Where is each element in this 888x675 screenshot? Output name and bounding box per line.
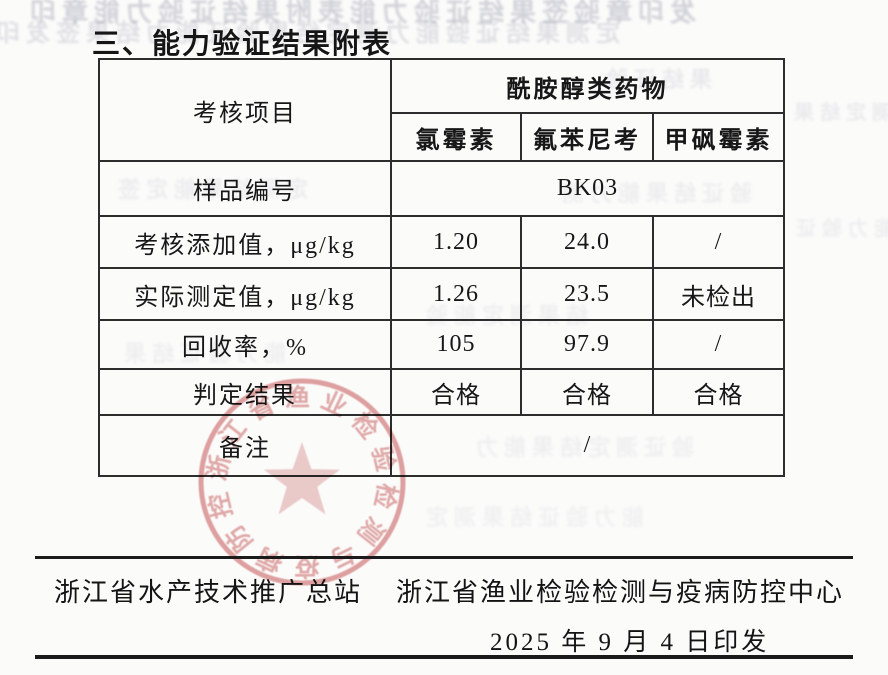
table-row-measured-value: 实际测定值，μg/kg 1.26 23.5 未检出 — [98, 267, 786, 321]
cell-value: / — [651, 215, 786, 269]
remarks-value: / — [389, 414, 786, 477]
cell-value: 24.0 — [520, 215, 654, 269]
table-row-column-header: 氯霉素 氟苯尼考 甲砜霉素 — [99, 112, 786, 162]
table-row-group-header: 考核项目 酰胺醇类药物 — [98, 58, 786, 162]
cell-value: 1.20 — [390, 215, 522, 269]
table-row-remarks: 备注 / — [98, 414, 786, 477]
issue-date: 2025 年 9 月 4 日印发 — [490, 629, 770, 656]
footer-divider-top — [35, 556, 853, 559]
header-drug-group: 酰胺醇类药物 — [389, 58, 786, 114]
cell-value: 合格 — [520, 368, 654, 416]
footer-divider-bottom — [35, 655, 853, 659]
column-header-chloramphenicol: 氯霉素 — [390, 112, 522, 162]
section-title: 三、能力验证结果附表 — [92, 28, 393, 59]
sample-id-value: BK03 — [389, 160, 786, 217]
cell-value: 105 — [390, 319, 522, 370]
cell-value: 97.9 — [520, 319, 654, 370]
row-label: 备注 — [98, 414, 392, 477]
bleedthrough-text: 能力验证 — [790, 218, 888, 240]
row-label: 判定结果 — [98, 368, 392, 416]
row-label: 实际测定值，μg/kg — [98, 267, 392, 321]
org-left: 浙江省水产技术推广总站 — [54, 578, 363, 607]
cell-value: / — [651, 319, 786, 370]
table-row-spiked-value: 考核添加值，μg/kg 1.20 24.0 / — [98, 215, 786, 269]
column-header-florfenicol: 氟苯尼考 — [520, 112, 654, 162]
header-item-label: 考核项目 — [98, 58, 392, 162]
bleedthrough-text: 测定结果 — [788, 102, 888, 124]
table-row-judgement: 判定结果 合格 合格 合格 — [98, 368, 786, 416]
cell-value: 1.26 — [390, 267, 522, 321]
table-row-sample-id: 样品编号 BK03 — [98, 160, 786, 217]
results-table: 考核项目 酰胺醇类药物 氯霉素 氟苯尼考 甲砜霉素 样品编号 BK03 考核添加… — [98, 58, 786, 477]
cell-value: 合格 — [390, 368, 522, 416]
cell-value: 23.5 — [520, 267, 654, 321]
issuing-organizations: 浙江省水产技术推广总站 浙江省渔业检验检测与疫病防控中心 — [54, 572, 844, 609]
row-label: 考核添加值，μg/kg — [98, 215, 392, 269]
cell-value: 未检出 — [651, 267, 786, 321]
bleedthrough-text: 能力验证结果测定 — [420, 505, 645, 530]
row-label: 回收率，% — [98, 319, 392, 370]
row-label: 样品编号 — [98, 160, 392, 217]
column-header-thiamphenicol: 甲砜霉素 — [651, 112, 786, 162]
cell-value: 合格 — [651, 368, 786, 416]
table-row-recovery-rate: 回收率，% 105 97.9 / — [98, 319, 786, 370]
org-right: 浙江省渔业检验检测与疫病防控中心 — [396, 578, 845, 607]
